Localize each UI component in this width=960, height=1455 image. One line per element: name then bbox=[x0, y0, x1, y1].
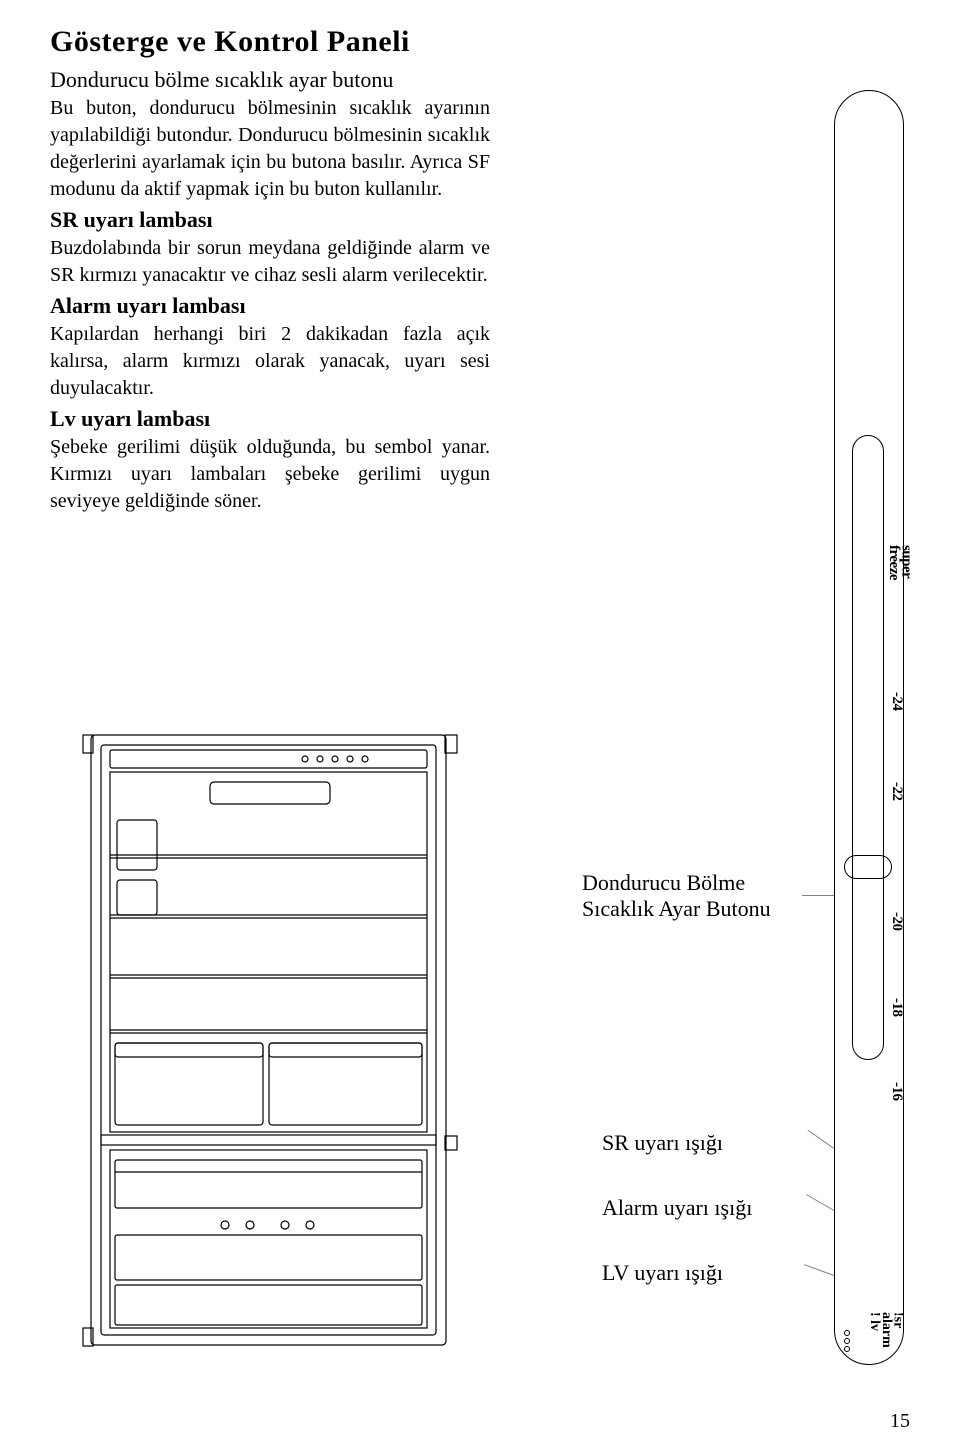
page-title: Gösterge ve Kontrol Paneli bbox=[50, 25, 490, 59]
indicator-labels: !sr alarm ! lv bbox=[868, 1312, 904, 1348]
section-body-0: Bu buton, dondurucu bölmesinin sıcaklık … bbox=[50, 95, 490, 203]
temp-label-20: -20 bbox=[888, 912, 905, 931]
temp-label-22: -22 bbox=[888, 782, 905, 801]
callout-sr-light: SR uyarı ışığı bbox=[602, 1130, 802, 1156]
super-freeze-label: superfreeze bbox=[887, 545, 913, 580]
section-body-2: Kapılardan herhangi biri 2 dakikadan faz… bbox=[50, 321, 490, 402]
section-body-1: Buzdolabında bir sorun meydana geldiğin­… bbox=[50, 235, 490, 289]
leader-line bbox=[806, 1194, 834, 1211]
callout-lv-light: LV uyarı ışığı bbox=[602, 1260, 802, 1286]
section-heading-0: Dondurucu bölme sıcaklık ayar butonu bbox=[50, 67, 490, 93]
leader-line bbox=[802, 895, 834, 896]
callout-alarm-light: Alarm uyarı ışığı bbox=[602, 1195, 802, 1221]
led-sr bbox=[844, 1330, 850, 1336]
leader-line bbox=[804, 1264, 834, 1276]
leader-line bbox=[808, 1130, 835, 1149]
control-panel-diagram: superfreeze -24 -22 -20 -18 -16 !sr alar… bbox=[834, 90, 904, 1370]
panel-inner-track bbox=[852, 435, 884, 1060]
temp-label-18: -18 bbox=[888, 998, 905, 1017]
section-heading-3: Lv uyarı lambası bbox=[50, 406, 490, 432]
temp-set-button bbox=[844, 855, 892, 879]
callout-temp-button: Dondurucu Bölme Sıcaklık Ayar Butonu bbox=[582, 870, 802, 923]
temp-label-16: -16 bbox=[888, 1082, 905, 1101]
fridge-diagram bbox=[55, 720, 475, 1360]
section-heading-1: SR uyarı lambası bbox=[50, 207, 490, 233]
indicator-leds bbox=[844, 1330, 850, 1352]
section-body-3: Şebeke gerilimi düşük olduğunda, bu sem­… bbox=[50, 434, 490, 515]
led-alarm bbox=[844, 1338, 850, 1344]
text-column: Gösterge ve Kontrol Paneli Dondurucu böl… bbox=[50, 25, 490, 517]
temp-label-24: -24 bbox=[888, 692, 905, 711]
page-number: 15 bbox=[890, 1410, 910, 1433]
led-lv bbox=[844, 1346, 850, 1352]
section-heading-2: Alarm uyarı lambası bbox=[50, 293, 490, 319]
